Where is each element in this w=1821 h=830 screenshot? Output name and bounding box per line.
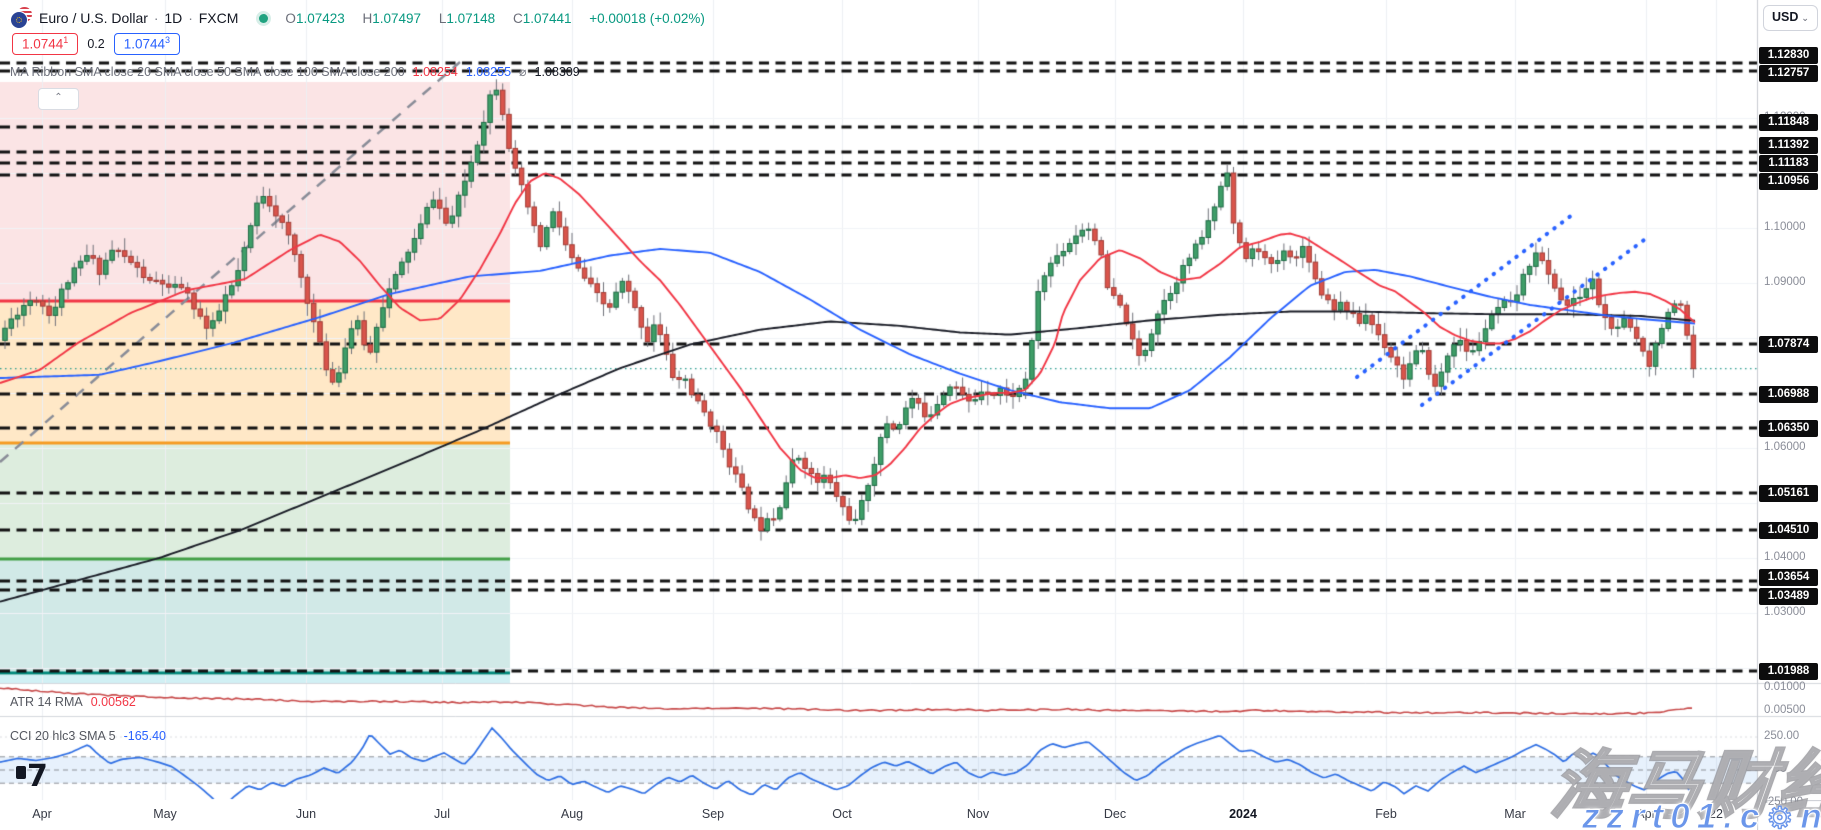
- sell-button[interactable]: 1.07441: [12, 33, 79, 55]
- gear-icon: ⚙: [1766, 801, 1801, 830]
- time-axis-label: Oct: [832, 807, 852, 821]
- spread-value: 0.2: [87, 36, 105, 51]
- time-axis-label: Apr: [1636, 807, 1656, 821]
- time-axis-label: Mar: [1504, 807, 1526, 821]
- price-level-label: 1.06988: [1759, 386, 1818, 403]
- price-scale-tick: 0.00500: [1764, 704, 1806, 716]
- sma20-value: 1.08254: [412, 64, 458, 79]
- bid-ask-row: 1.07441 0.2 1.07443: [12, 33, 181, 55]
- change-value: +0.00018 (+0.02%): [589, 10, 705, 26]
- price-level-label: 1.01988: [1759, 663, 1818, 680]
- price-scale-tick: 1.09000: [1764, 276, 1806, 288]
- price-scale-currency-button[interactable]: USD ⌄: [1763, 5, 1818, 31]
- price-scale-tick: 0.00: [1764, 763, 1787, 775]
- time-axis-label: Dec: [1103, 807, 1127, 821]
- time-axis-label: Aug: [560, 807, 584, 821]
- watermark-site: zzrt01.c⚙n: [1581, 797, 1821, 830]
- time-axis-label: 2024: [1229, 807, 1257, 821]
- time-axis-label: 22: [1709, 807, 1723, 821]
- atr-indicator-legend[interactable]: ATR 14 RMA 0.00562: [10, 695, 136, 709]
- market-status-icon: [259, 13, 269, 23]
- atr-value: 0.00562: [90, 695, 136, 709]
- price-scale-tick: 1.06000: [1764, 441, 1806, 453]
- time-axis-label: Sep: [701, 807, 725, 821]
- price-scale-tick: 250.00: [1764, 730, 1800, 742]
- price-level-label: 1.12757: [1759, 65, 1818, 82]
- sma100-hidden-icon: ⌀: [519, 65, 527, 79]
- price-level-label: 1.06350: [1759, 420, 1818, 437]
- ohlc-values: O1.07423 H1.07497 L1.07148 C1.07441 +0.0…: [285, 10, 705, 26]
- price-level-label: 1.10956: [1759, 173, 1818, 190]
- sma200-value: 1.08309: [534, 64, 580, 79]
- price-level-label: 1.07874: [1759, 336, 1818, 353]
- price-scale-tick: 0.01000: [1764, 681, 1806, 693]
- sma50-value: 1.08255: [465, 64, 512, 79]
- price-level-label: 1.04510: [1759, 522, 1818, 539]
- time-axis-label: May: [153, 807, 177, 821]
- eurusd-pair-icon: [10, 7, 32, 29]
- price-scale-tick: -250.00: [1764, 796, 1804, 808]
- time-axis-label: Jul: [434, 807, 450, 821]
- time-axis[interactable]: Apr May Jun Jul Aug Sep Oct Nov Dec 2024 Feb Mar Apr…: [0, 800, 1757, 830]
- collapse-pane-button[interactable]: ⌃: [38, 88, 79, 110]
- time-axis-label: Jun: [295, 807, 317, 821]
- buy-button[interactable]: 1.07443: [113, 33, 181, 55]
- price-scale-tick: 1.03000: [1764, 606, 1806, 618]
- price-level-label: 1.12830: [1759, 47, 1818, 64]
- ma-ribbon-legend[interactable]: MA Ribbon SMA close 20 SMA close 50 SMA …: [10, 64, 580, 80]
- cci-value: -165.40: [123, 729, 167, 743]
- cci-indicator-legend[interactable]: CCI 20 hlc3 SMA 5 -165.40: [10, 729, 167, 743]
- chevron-down-icon: ⌄: [1801, 13, 1809, 23]
- time-axis-label: Apr: [32, 807, 52, 821]
- time-axis-label: Feb: [1375, 807, 1397, 821]
- price-level-label: 1.11848: [1759, 114, 1818, 131]
- price-level-label: 1.03654: [1759, 569, 1818, 586]
- title-separator: ·: [153, 10, 159, 26]
- price-scale-tick: 1.04000: [1764, 551, 1806, 563]
- symbol-legend[interactable]: Euro / U.S. Dollar · 1D · FXCM O1.07423 …: [10, 7, 712, 29]
- price-level-label: 1.11392: [1759, 137, 1818, 154]
- price-level-label: 1.03489: [1759, 588, 1818, 605]
- price-level-label: 1.05161: [1759, 485, 1818, 502]
- tradingview-logo[interactable]: 7: [16, 762, 48, 792]
- price-scale-tick: 1.10000: [1764, 221, 1806, 233]
- symbol-title: Euro / U.S. Dollar · 1D · FXCM: [39, 10, 239, 26]
- ma-ribbon-label: MA Ribbon SMA close 20 SMA close 50 SMA …: [10, 64, 405, 79]
- price-level-label: 1.11183: [1759, 155, 1818, 172]
- time-axis-label: Nov: [966, 807, 990, 821]
